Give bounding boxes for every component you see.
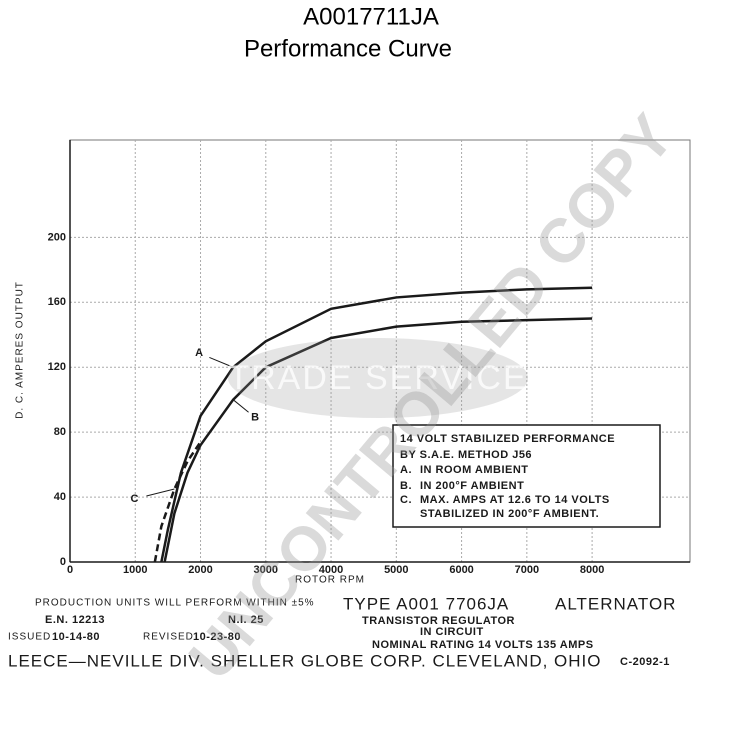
note-heading: BY S.A.E. METHOD J56 — [400, 449, 532, 461]
curve — [160, 286, 593, 563]
chart-title: A0017711JA — [303, 3, 439, 30]
x-tick-label: 5000 — [384, 564, 408, 576]
curve — [163, 317, 593, 563]
footer-text: C-2092-1 — [620, 656, 670, 668]
y-tick-label: 80 — [54, 426, 66, 438]
note-key: B. — [400, 480, 412, 492]
footer-text: PRODUCTION UNITS WILL PERFORM WITHIN ±5% — [35, 598, 315, 609]
curve-label: C — [130, 493, 138, 505]
note-text: IN 200°F AMBIENT — [420, 480, 524, 492]
x-tick-label: 0 — [67, 564, 73, 576]
x-tick-label: 1000 — [123, 564, 147, 576]
x-tick-label: 4000 — [319, 564, 343, 576]
notes-box — [392, 424, 661, 528]
footer-text: NOMINAL RATING 14 VOLTS 135 AMPS — [372, 639, 594, 651]
chart-subtitle: Performance Curve — [244, 35, 452, 62]
x-tick-label: 3000 — [254, 564, 278, 576]
x-tick-label: 8000 — [580, 564, 604, 576]
y-axis-label: D. C. AMPERES OUTPUT — [15, 281, 26, 419]
watermark-badge — [228, 338, 528, 418]
footer-text: TRANSISTOR REGULATOR — [362, 615, 515, 627]
curve-leader — [232, 399, 249, 413]
note-text: STABILIZED IN 200°F AMBIENT. — [420, 508, 599, 520]
curve-leader — [209, 356, 234, 368]
y-tick-label: 40 — [54, 491, 66, 503]
footer-kind: ALTERNATOR — [555, 594, 676, 613]
x-tick-label: 6000 — [449, 564, 473, 576]
footer-text: 10-14-80 — [52, 631, 100, 643]
note-text: IN ROOM AMBIENT — [420, 464, 529, 476]
curve-label: A — [195, 347, 203, 359]
x-axis-label: ROTOR RPM — [295, 575, 365, 586]
watermark-brand: TRADE SERVICE — [228, 359, 527, 397]
footer-company: LEECE—NEVILLE DIV. SHELLER GLOBE CORP. C… — [8, 651, 601, 670]
curve — [153, 441, 202, 563]
footer-text: 10-23-80 — [193, 631, 241, 643]
y-tick-label: 120 — [48, 361, 66, 373]
footer-type: TYPE A001 7706JA — [343, 594, 509, 613]
note-text: MAX. AMPS AT 12.6 TO 14 VOLTS — [420, 494, 610, 506]
note-heading: 14 VOLT STABILIZED PERFORMANCE — [400, 433, 615, 445]
footer-text: E.N. 12213 — [45, 614, 105, 626]
x-tick-label: 2000 — [188, 564, 212, 576]
curve-leader — [146, 488, 175, 497]
note-key: A. — [400, 464, 412, 476]
footer-text: ISSUED — [8, 632, 51, 643]
y-tick-label: 200 — [48, 231, 66, 243]
footer-text: REVISED — [143, 632, 194, 643]
x-tick-label: 7000 — [515, 564, 539, 576]
y-tick-label: 0 — [60, 556, 66, 568]
y-tick-label: 160 — [48, 296, 66, 308]
curve-label: B — [251, 412, 259, 424]
footer-text: N.I. 25 — [228, 614, 264, 626]
footer-text: IN CIRCUIT — [420, 626, 484, 638]
note-key: C. — [400, 494, 412, 506]
